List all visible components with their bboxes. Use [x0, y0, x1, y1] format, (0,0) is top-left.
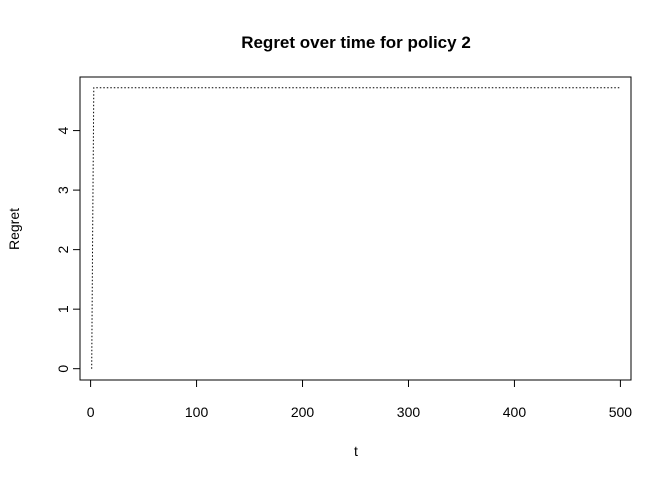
y-axis: 0 1 2 3 4 — [55, 126, 81, 373]
x-tick-label: 500 — [609, 404, 633, 420]
y-tick-label: 0 — [55, 365, 71, 373]
regret-line — [91, 87, 621, 369]
y-tick-label: 1 — [55, 305, 71, 313]
x-tick-label: 0 — [87, 404, 95, 420]
x-axis: 0 100 200 300 400 500 — [87, 379, 633, 420]
x-tick-label: 100 — [185, 404, 209, 420]
x-tick-label: 300 — [397, 404, 421, 420]
series-layer — [91, 87, 621, 369]
y-tick-label: 4 — [55, 126, 71, 134]
y-tick-label: 2 — [55, 246, 71, 254]
x-tick-label: 400 — [503, 404, 527, 420]
x-tick-label: 200 — [291, 404, 315, 420]
y-axis-label: Regret — [6, 208, 22, 250]
x-axis-label: t — [354, 443, 358, 459]
y-tick-label: 3 — [55, 186, 71, 194]
chart-title: Regret over time for policy 2 — [241, 33, 471, 52]
plot-frame — [79, 76, 632, 381]
